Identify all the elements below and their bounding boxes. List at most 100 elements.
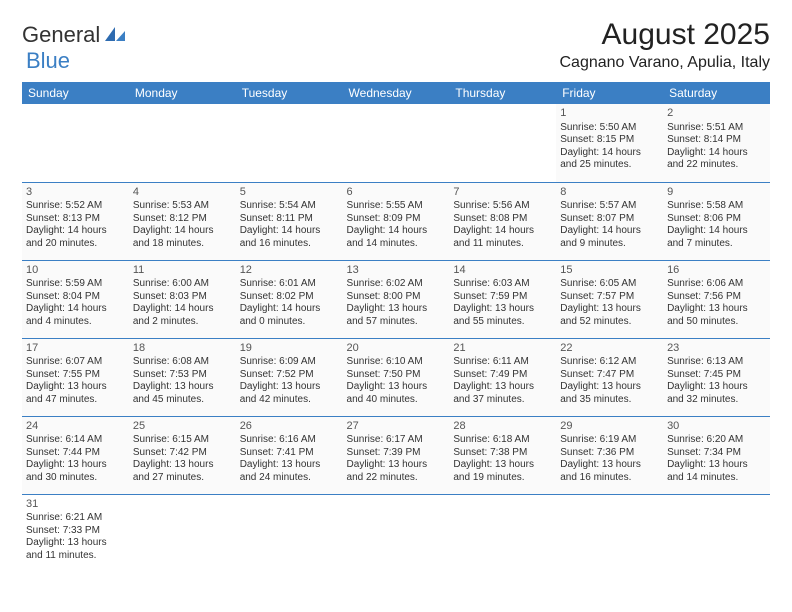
calendar-day-cell: 23Sunrise: 6:13 AMSunset: 7:45 PMDayligh… [663, 338, 770, 416]
sunrise-text: Sunrise: 5:50 AM [560, 122, 659, 135]
day-number: 24 [26, 420, 125, 434]
sunset-text: Sunset: 7:34 PM [667, 447, 766, 460]
daylight-text: and 25 minutes. [560, 159, 659, 172]
daylight-text: and 16 minutes. [560, 472, 659, 485]
day-number: 5 [240, 186, 339, 200]
calendar-day-cell: 3Sunrise: 5:52 AMSunset: 8:13 PMDaylight… [22, 182, 129, 260]
calendar-day-cell: 31Sunrise: 6:21 AMSunset: 7:33 PMDayligh… [22, 494, 129, 572]
daylight-text: Daylight: 14 hours [667, 147, 766, 160]
daylight-text: and 16 minutes. [240, 238, 339, 251]
day-number: 31 [26, 498, 125, 512]
calendar-body: 1Sunrise: 5:50 AMSunset: 8:15 PMDaylight… [22, 104, 770, 572]
sunset-text: Sunset: 8:02 PM [240, 291, 339, 304]
sunrise-text: Sunrise: 6:06 AM [667, 278, 766, 291]
calendar-week-row: 24Sunrise: 6:14 AMSunset: 7:44 PMDayligh… [22, 416, 770, 494]
daylight-text: Daylight: 13 hours [26, 381, 125, 394]
sunset-text: Sunset: 8:07 PM [560, 213, 659, 226]
calendar-day-cell: 22Sunrise: 6:12 AMSunset: 7:47 PMDayligh… [556, 338, 663, 416]
daylight-text: and 32 minutes. [667, 394, 766, 407]
daylight-text: and 35 minutes. [560, 394, 659, 407]
sunset-text: Sunset: 7:57 PM [560, 291, 659, 304]
daylight-text: Daylight: 13 hours [560, 303, 659, 316]
calendar-empty-cell [449, 494, 556, 572]
day-number: 11 [133, 264, 232, 278]
daylight-text: and 22 minutes. [347, 472, 446, 485]
daylight-text: Daylight: 14 hours [240, 303, 339, 316]
daylight-text: and 14 minutes. [347, 238, 446, 251]
day-header: Saturday [663, 82, 770, 104]
sunrise-text: Sunrise: 6:05 AM [560, 278, 659, 291]
daylight-text: and 47 minutes. [26, 394, 125, 407]
calendar-day-cell: 28Sunrise: 6:18 AMSunset: 7:38 PMDayligh… [449, 416, 556, 494]
calendar-day-cell: 11Sunrise: 6:00 AMSunset: 8:03 PMDayligh… [129, 260, 236, 338]
sunset-text: Sunset: 8:15 PM [560, 134, 659, 147]
sunrise-text: Sunrise: 5:58 AM [667, 200, 766, 213]
daylight-text: Daylight: 13 hours [26, 537, 125, 550]
calendar-day-cell: 6Sunrise: 5:55 AMSunset: 8:09 PMDaylight… [343, 182, 450, 260]
sunset-text: Sunset: 7:38 PM [453, 447, 552, 460]
calendar-day-cell: 4Sunrise: 5:53 AMSunset: 8:12 PMDaylight… [129, 182, 236, 260]
daylight-text: Daylight: 13 hours [240, 459, 339, 472]
daylight-text: and 11 minutes. [453, 238, 552, 251]
month-title: August 2025 [559, 18, 770, 52]
day-number: 8 [560, 186, 659, 200]
calendar-day-cell: 9Sunrise: 5:58 AMSunset: 8:06 PMDaylight… [663, 182, 770, 260]
daylight-text: Daylight: 14 hours [453, 225, 552, 238]
sunset-text: Sunset: 7:53 PM [133, 369, 232, 382]
sunset-text: Sunset: 7:49 PM [453, 369, 552, 382]
calendar-week-row: 10Sunrise: 5:59 AMSunset: 8:04 PMDayligh… [22, 260, 770, 338]
daylight-text: and 27 minutes. [133, 472, 232, 485]
daylight-text: and 7 minutes. [667, 238, 766, 251]
daylight-text: Daylight: 13 hours [667, 381, 766, 394]
calendar-day-cell: 10Sunrise: 5:59 AMSunset: 8:04 PMDayligh… [22, 260, 129, 338]
day-number: 9 [667, 186, 766, 200]
daylight-text: Daylight: 13 hours [347, 381, 446, 394]
daylight-text: and 30 minutes. [26, 472, 125, 485]
calendar-day-cell: 13Sunrise: 6:02 AMSunset: 8:00 PMDayligh… [343, 260, 450, 338]
daylight-text: and 2 minutes. [133, 316, 232, 329]
daylight-text: and 0 minutes. [240, 316, 339, 329]
daylight-text: Daylight: 13 hours [347, 459, 446, 472]
calendar-day-cell: 21Sunrise: 6:11 AMSunset: 7:49 PMDayligh… [449, 338, 556, 416]
day-number: 29 [560, 420, 659, 434]
calendar-day-cell: 27Sunrise: 6:17 AMSunset: 7:39 PMDayligh… [343, 416, 450, 494]
sunrise-text: Sunrise: 6:18 AM [453, 434, 552, 447]
calendar-empty-cell [449, 104, 556, 182]
daylight-text: Daylight: 13 hours [133, 381, 232, 394]
sunrise-text: Sunrise: 6:02 AM [347, 278, 446, 291]
day-header: Tuesday [236, 82, 343, 104]
daylight-text: and 24 minutes. [240, 472, 339, 485]
calendar-day-cell: 30Sunrise: 6:20 AMSunset: 7:34 PMDayligh… [663, 416, 770, 494]
daylight-text: Daylight: 13 hours [453, 459, 552, 472]
day-number: 25 [133, 420, 232, 434]
daylight-text: and 11 minutes. [26, 550, 125, 563]
daylight-text: and 14 minutes. [667, 472, 766, 485]
sunrise-text: Sunrise: 6:03 AM [453, 278, 552, 291]
sunset-text: Sunset: 8:13 PM [26, 213, 125, 226]
daylight-text: and 42 minutes. [240, 394, 339, 407]
daylight-text: Daylight: 13 hours [240, 381, 339, 394]
daylight-text: and 50 minutes. [667, 316, 766, 329]
calendar-week-row: 3Sunrise: 5:52 AMSunset: 8:13 PMDaylight… [22, 182, 770, 260]
sunrise-text: Sunrise: 5:53 AM [133, 200, 232, 213]
calendar-day-cell: 7Sunrise: 5:56 AMSunset: 8:08 PMDaylight… [449, 182, 556, 260]
sunrise-text: Sunrise: 6:12 AM [560, 356, 659, 369]
daylight-text: Daylight: 14 hours [26, 225, 125, 238]
calendar-day-cell: 24Sunrise: 6:14 AMSunset: 7:44 PMDayligh… [22, 416, 129, 494]
sunrise-text: Sunrise: 6:20 AM [667, 434, 766, 447]
calendar-day-cell: 20Sunrise: 6:10 AMSunset: 7:50 PMDayligh… [343, 338, 450, 416]
calendar-empty-cell [129, 494, 236, 572]
calendar-day-cell: 16Sunrise: 6:06 AMSunset: 7:56 PMDayligh… [663, 260, 770, 338]
daylight-text: and 4 minutes. [26, 316, 125, 329]
day-number: 15 [560, 264, 659, 278]
sunrise-text: Sunrise: 6:15 AM [133, 434, 232, 447]
sunset-text: Sunset: 8:04 PM [26, 291, 125, 304]
sunset-text: Sunset: 7:50 PM [347, 369, 446, 382]
day-number: 12 [240, 264, 339, 278]
daylight-text: and 18 minutes. [133, 238, 232, 251]
sunrise-text: Sunrise: 6:21 AM [26, 512, 125, 525]
logo-text-1: General [22, 22, 100, 48]
day-number: 27 [347, 420, 446, 434]
daylight-text: Daylight: 14 hours [347, 225, 446, 238]
sunrise-text: Sunrise: 5:57 AM [560, 200, 659, 213]
